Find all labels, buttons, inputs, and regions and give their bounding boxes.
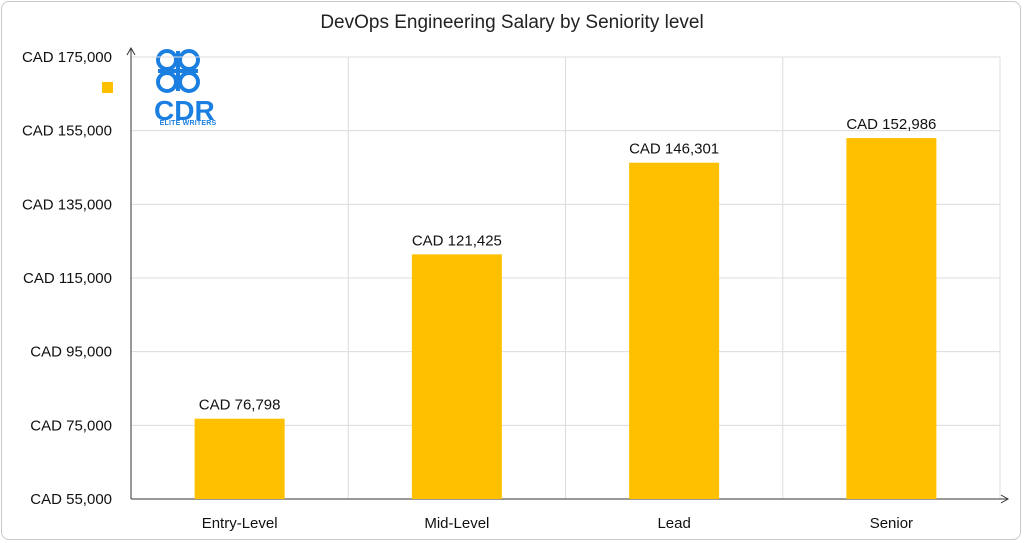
y-tick-label: CAD 95,000: [30, 344, 112, 361]
data-label: CAD 152,986: [846, 116, 936, 133]
bar: [194, 418, 285, 499]
chart-title: DevOps Engineering Salary by Seniority l…: [320, 12, 704, 33]
y-axis-arrow: [126, 46, 136, 56]
y-tick-label: CAD 115,000: [23, 270, 112, 287]
x-tick-label: Mid-Level: [424, 515, 489, 532]
y-tick-label: CAD 175,000: [22, 49, 112, 66]
bar: [411, 254, 502, 499]
x-tick-label: Lead: [657, 515, 690, 532]
logo-subtext: ELITE WRITERS: [159, 120, 217, 127]
legend-key: [102, 82, 113, 93]
bar: [629, 162, 720, 499]
bars: [194, 138, 937, 499]
y-tick-label: CAD 155,000: [22, 123, 112, 140]
y-tick-label: CAD 75,000: [30, 417, 112, 434]
x-tick-label: Senior: [870, 515, 913, 532]
gridlines: [131, 56, 1001, 499]
data-label: CAD 76,798: [199, 397, 281, 414]
data-label: CAD 121,425: [412, 232, 502, 249]
cdr-logo: CDR: [154, 49, 215, 126]
data-label: CAD 146,301: [629, 141, 719, 158]
y-tick-label: CAD 55,000: [30, 491, 112, 508]
labels: CAD 55,000 CAD 75,000 CAD 95,000 CAD 115,00…: [22, 49, 936, 532]
y-tick-label: CAD 135,000: [22, 196, 112, 213]
logo-text: CDR: [154, 95, 215, 126]
bar: [846, 138, 937, 499]
x-tick-label: Entry-Level: [202, 515, 278, 532]
x-axis-arrow: [1000, 494, 1010, 504]
